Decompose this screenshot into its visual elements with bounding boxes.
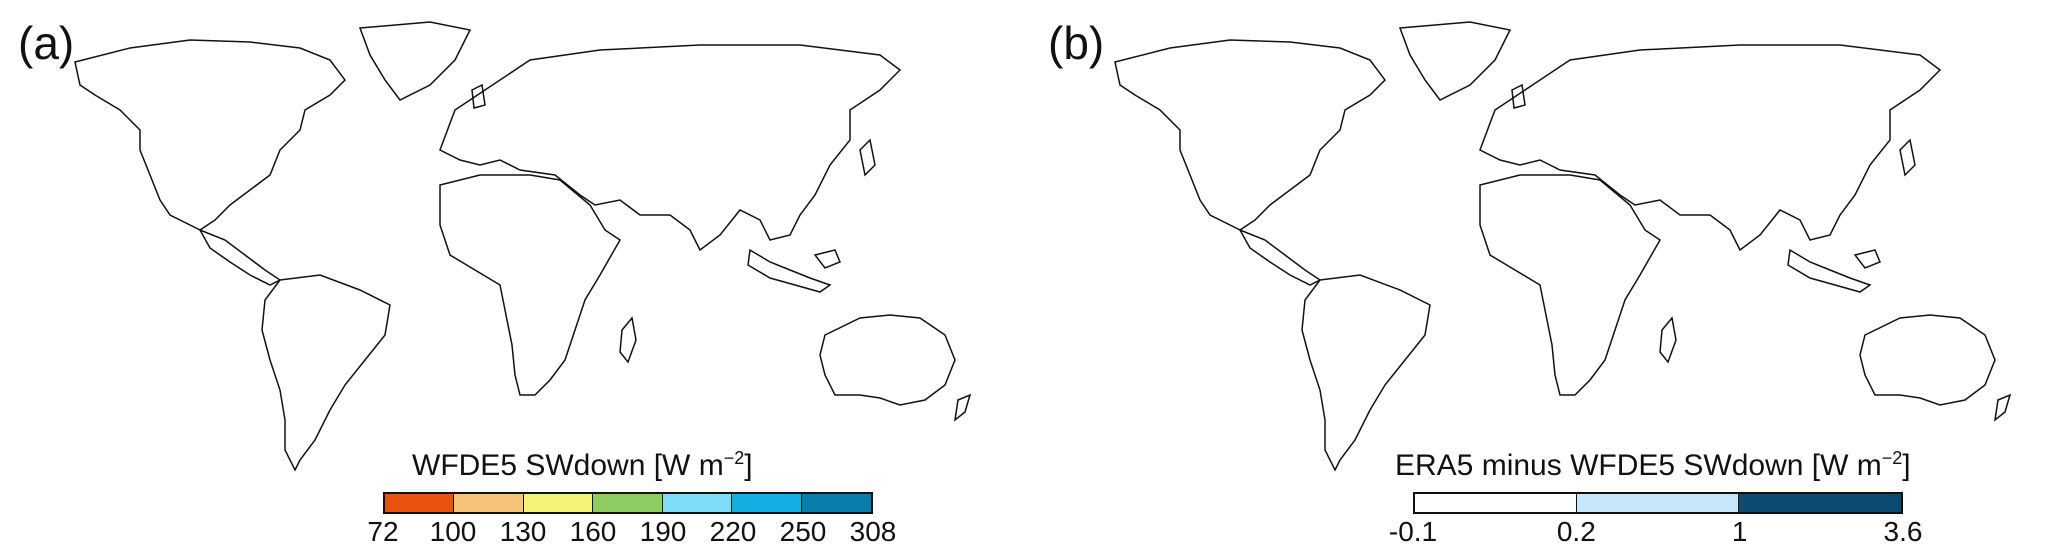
colorbar-swatch <box>1415 494 1577 512</box>
colorbar-swatch <box>1738 494 1901 512</box>
colorbar-tick-label: 220 <box>709 516 757 547</box>
colorbar-tick-label: 0.2 <box>1556 516 1596 547</box>
colorbar-swatch <box>593 494 663 512</box>
colorbar-tick-label: 1 <box>1731 516 1748 547</box>
colorbar-title: ERA5 minus WFDE5 SWdown [W m−2] <box>1395 448 1911 482</box>
panel-label: (a) <box>18 17 75 69</box>
colorbar-tick-label: 72 <box>367 516 399 547</box>
colorbar-tick-label: 160 <box>569 516 617 547</box>
colorbar-swatch <box>801 494 871 512</box>
colorbar-swatch <box>523 494 594 512</box>
colorbar-swatch <box>454 494 524 512</box>
colorbar-swatch <box>1576 494 1739 512</box>
colorbar-title: WFDE5 SWdown [W m−2] <box>412 448 753 482</box>
world-map-difference <box>1114 21 2011 471</box>
colorbar-tick-label: -0.1 <box>1388 516 1438 547</box>
colorbar-tick-label: 130 <box>499 516 547 547</box>
colorbar-swatch <box>385 494 455 512</box>
colorbar-tick-label: 308 <box>849 516 897 547</box>
colorbar <box>1413 492 1903 514</box>
colorbar <box>383 492 873 514</box>
panel-a: (a) <box>0 0 1020 556</box>
colorbar-swatch <box>662 494 733 512</box>
colorbar-tick-label: 250 <box>779 516 827 547</box>
world-map-swdown <box>74 21 971 471</box>
panel-b: (b) ERA5 minus WFDE5 SWdown <box>1040 0 2060 556</box>
panel-label: (b) <box>1048 17 1105 69</box>
colorbar-tick-label: 3.6 <box>1883 516 1923 547</box>
colorbar-tick-label: 190 <box>639 516 687 547</box>
colorbar-swatch <box>732 494 802 512</box>
colorbar-tick-label: 100 <box>429 516 477 547</box>
